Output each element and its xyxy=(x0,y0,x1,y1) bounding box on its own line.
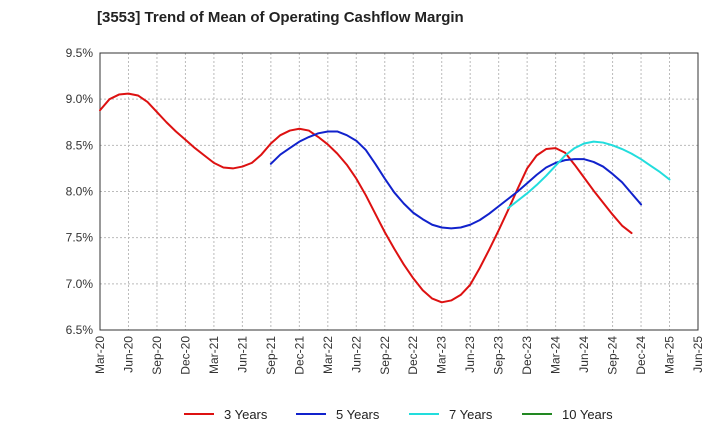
x-tick-label: Sep-20 xyxy=(150,336,164,375)
x-tick-label: Dec-21 xyxy=(292,336,306,375)
series-line-5-years xyxy=(269,130,643,230)
y-tick-label: 8.0% xyxy=(66,185,94,199)
x-tick-label: Jun-20 xyxy=(121,336,135,373)
x-tick-label: Mar-23 xyxy=(435,336,449,374)
x-tick-label: Mar-24 xyxy=(549,336,563,374)
gridlines xyxy=(99,52,699,331)
series-line-3-years xyxy=(99,92,633,304)
x-axis: Mar-20 Jun-20 Sep-20 Dec-20 Mar-21 Jun-21 Sep-… xyxy=(93,336,705,375)
x-tick-label: Dec-23 xyxy=(520,336,534,375)
x-tick-label: Mar-20 xyxy=(93,336,107,374)
legend-label-7-years: 7 Years xyxy=(449,407,493,422)
y-tick-label: 6.5% xyxy=(66,323,94,337)
x-tick-label: Mar-22 xyxy=(321,336,335,374)
x-tick-label: Dec-20 xyxy=(178,336,192,375)
x-tick-label: Sep-21 xyxy=(264,336,278,375)
y-tick-label: 7.0% xyxy=(66,277,94,291)
y-tick-label: 8.5% xyxy=(66,138,94,152)
legend-label-3-years: 3 Years xyxy=(224,407,268,422)
plot-frame xyxy=(99,52,699,331)
y-tick-label: 7.5% xyxy=(66,231,94,245)
series-lines xyxy=(99,92,671,304)
x-tick-label: Mar-21 xyxy=(207,336,221,374)
x-tick-label: Sep-24 xyxy=(606,336,620,375)
series-line-7-years xyxy=(507,140,671,210)
x-tick-label: Jun-22 xyxy=(349,336,363,373)
legend: 3 Years 5 Years 7 Years 10 Years xyxy=(184,407,613,422)
x-tick-label: Sep-22 xyxy=(378,336,392,375)
legend-label-10-years: 10 Years xyxy=(562,407,613,422)
x-tick-label: Jun-24 xyxy=(577,336,591,373)
x-tick-label: Dec-24 xyxy=(634,336,648,375)
x-tick-label: Sep-23 xyxy=(492,336,506,375)
x-tick-label: Jun-25 xyxy=(691,336,705,373)
chart-title: [3553] Trend of Mean of Operating Cashfl… xyxy=(97,9,464,26)
y-tick-label: 9.5% xyxy=(66,46,94,60)
y-axis: 6.5% 7.0% 7.5% 8.0% 8.5% 9.0% 9.5% xyxy=(66,46,94,337)
x-tick-label: Jun-23 xyxy=(463,336,477,373)
x-tick-label: Mar-25 xyxy=(663,336,677,374)
y-tick-label: 9.0% xyxy=(66,92,94,106)
x-tick-label: Dec-22 xyxy=(406,336,420,375)
legend-label-5-years: 5 Years xyxy=(336,407,380,422)
x-tick-label: Jun-21 xyxy=(235,336,249,373)
